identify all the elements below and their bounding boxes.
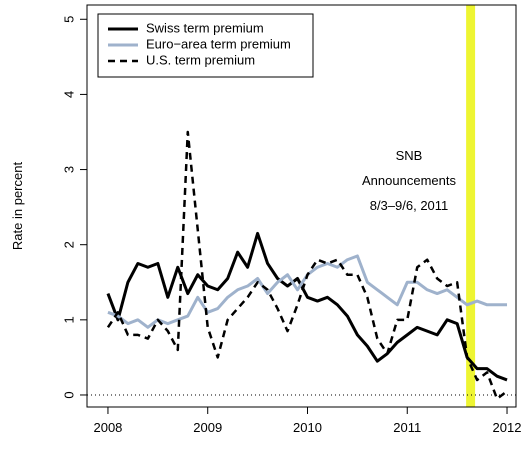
series-line	[106, 231, 508, 382]
announcement-band	[466, 5, 476, 407]
series-line	[107, 254, 508, 329]
annotation: SNB	[396, 148, 423, 163]
y-tick-label: 5	[61, 16, 76, 23]
x-tick-label: 2008	[93, 420, 122, 435]
y-tick-label: 4	[61, 91, 76, 98]
series-line	[106, 130, 508, 400]
annotation: 8/3–9/6, 2011	[370, 198, 449, 213]
x-tick-label: 2011	[393, 420, 421, 435]
legend-label: U.S. term premium	[146, 52, 255, 67]
y-tick-label: 1	[61, 316, 76, 323]
legend-label: Euro−area term premium	[146, 36, 291, 51]
x-tick-label: 2010	[293, 420, 322, 435]
plot-frame	[86, 4, 517, 408]
y-tick-label: 0	[61, 391, 76, 398]
y-tick-label: 3	[61, 166, 76, 173]
y-axis-label: Rate in percent	[10, 162, 25, 251]
x-tick-label: 2012	[493, 420, 522, 435]
y-tick-label: 2	[61, 241, 76, 248]
legend-label: Swiss term premium	[146, 20, 264, 35]
x-tick-label: 2009	[193, 420, 222, 435]
annotation: Announcements	[362, 173, 456, 188]
